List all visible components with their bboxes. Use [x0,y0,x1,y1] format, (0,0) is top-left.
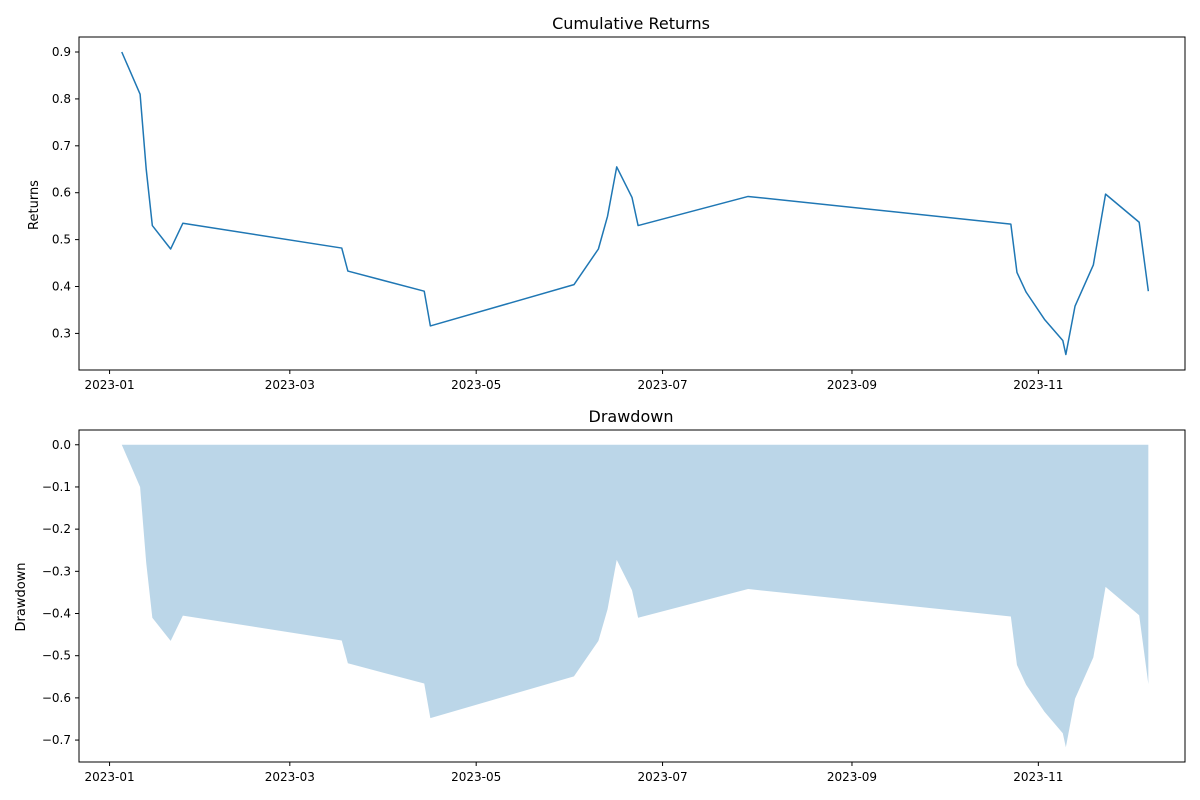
drawdown-title: Drawdown [589,407,674,426]
y-tick-label: −0.3 [42,564,71,578]
x-tick-label: 2023-01 [84,378,134,392]
x-tick-label: 2023-01 [84,770,134,784]
x-tick-label: 2023-07 [637,770,687,784]
cumulative-returns-chart: Cumulative Returns Returns 2023-01 2023-0… [27,14,1186,392]
y-tick-label: −0.1 [42,480,71,494]
y-tick-label: 0.6 [52,186,71,200]
x-tick-label: 2023-05 [451,770,501,784]
y-tick-label: −0.4 [42,607,71,621]
y-tick-label: −0.7 [42,733,71,747]
y-tick-label: 0.4 [52,280,71,294]
x-tick-label: 2023-11 [1013,770,1063,784]
y-tick-label: −0.2 [42,522,71,536]
y-tick-label: 0.3 [52,326,71,340]
x-tick-label: 2023-07 [637,378,687,392]
drawdown-marks [121,444,1149,748]
y-tick-label: 0.9 [52,45,71,59]
drawdown-y-axis-label: Drawdown [14,562,29,631]
drawdown-plot-frame [78,429,1186,763]
cumulative-returns-title: Cumulative Returns [552,14,710,33]
x-tick-label: 2023-09 [827,770,877,784]
drawdown-ticks: 2023-01 2023-03 2023-05 2023-07 2023-09 2023-… [42,438,1064,784]
returns-y-axis-label: Returns [27,180,42,230]
y-tick-label: −0.6 [42,691,71,705]
y-tick-label: 0.7 [52,139,71,153]
x-tick-label: 2023-03 [265,378,315,392]
y-tick-label: 0.5 [52,233,71,247]
drawdown-chart: Drawdown Drawdown 2023-01 2023-03 2023-05 2… [14,407,1186,784]
y-tick-label: 0.8 [52,92,71,106]
cumulative-returns-ticks: 2023-01 2023-03 2023-05 2023-07 2023-09 2023-… [52,45,1064,392]
x-tick-label: 2023-03 [265,770,315,784]
y-tick-label: −0.5 [42,649,71,663]
x-tick-label: 2023-05 [451,378,501,392]
cumulative-returns-plot-frame [78,36,1186,371]
cumulative-returns-marks [121,51,1150,356]
x-tick-label: 2023-09 [827,378,877,392]
returns-line [121,51,1150,356]
y-tick-label: 0.0 [52,438,71,452]
x-tick-label: 2023-11 [1013,378,1063,392]
drawdown-area [121,444,1149,748]
